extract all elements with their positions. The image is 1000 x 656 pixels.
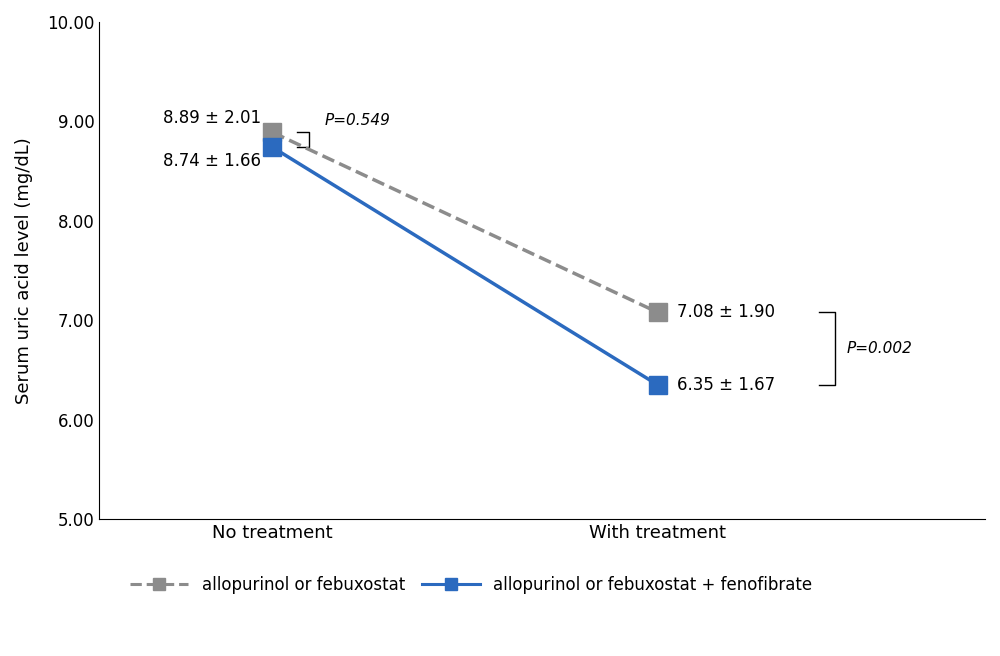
Text: 6.35 ± 1.67: 6.35 ± 1.67 — [677, 376, 775, 394]
Text: P=0.002: P=0.002 — [846, 341, 912, 356]
Legend: allopurinol or febuxostat, allopurinol or febuxostat + fenofibrate: allopurinol or febuxostat, allopurinol o… — [123, 569, 819, 600]
Text: 8.89 ± 2.01: 8.89 ± 2.01 — [163, 110, 261, 127]
Text: 7.08 ± 1.90: 7.08 ± 1.90 — [677, 303, 775, 321]
Text: P=0.549: P=0.549 — [324, 113, 390, 129]
Y-axis label: Serum uric acid level (mg/dL): Serum uric acid level (mg/dL) — [15, 137, 33, 404]
Text: 8.74 ± 1.66: 8.74 ± 1.66 — [163, 152, 261, 170]
